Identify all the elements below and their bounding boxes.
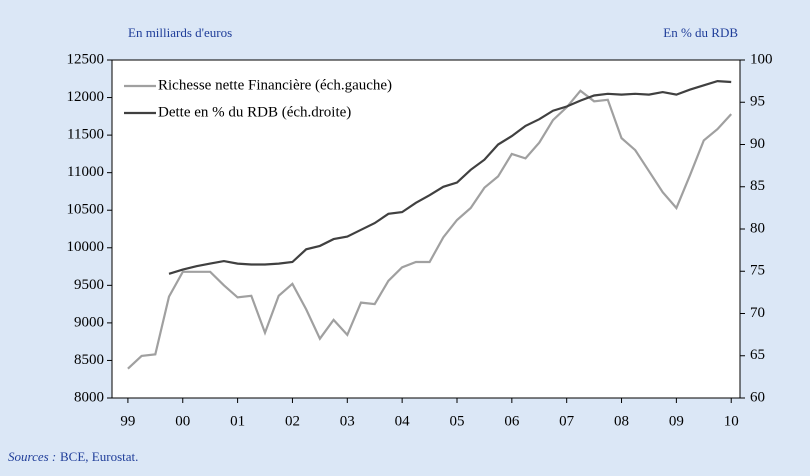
x-tick-label: 09 xyxy=(669,413,684,429)
y-tick-label: 9500 xyxy=(74,277,104,293)
y2-tick-label: 65 xyxy=(750,347,765,363)
x-tick-label: 06 xyxy=(504,413,520,429)
y-tick-label: 11500 xyxy=(67,127,104,143)
sources: Sources : BCE, Eurostat. xyxy=(8,449,138,465)
series-line xyxy=(127,89,733,370)
plot-area xyxy=(111,59,741,399)
y-tick-label: 9000 xyxy=(74,314,104,330)
x-tick-label: 02 xyxy=(285,413,300,429)
y2-tick-label: 75 xyxy=(750,263,765,279)
y-tick-label: 11000 xyxy=(67,164,104,180)
y2-tick-label: 85 xyxy=(750,178,765,194)
x-tick-label: 01 xyxy=(230,413,245,429)
y2-tick-label: 70 xyxy=(750,305,765,321)
x-tick-label: 05 xyxy=(449,413,464,429)
y-tick-label: 8500 xyxy=(74,352,104,368)
y-tick-label: 12000 xyxy=(67,89,105,105)
y2-tick-label: 100 xyxy=(750,51,773,67)
sources-label: Sources : xyxy=(8,449,56,464)
x-tick-label: 00 xyxy=(175,413,190,429)
y-tick-label: 10000 xyxy=(67,239,105,255)
y-tick-label: 8000 xyxy=(74,389,104,405)
y2-tick-label: 80 xyxy=(750,220,765,236)
y2-tick-label: 90 xyxy=(750,136,765,152)
x-tick-label: 04 xyxy=(395,413,411,429)
y2-tick-label: 60 xyxy=(750,389,765,405)
sources-text: BCE, Eurostat. xyxy=(60,449,138,464)
x-tick-label: 07 xyxy=(559,413,575,429)
series-line xyxy=(168,79,732,275)
legend-label: Dette en % du RDB (éch.droite) xyxy=(158,104,351,120)
x-tick-label: 10 xyxy=(724,413,739,429)
y-tick-label: 12500 xyxy=(67,51,105,67)
y-tick-label: 10500 xyxy=(67,202,105,218)
y2-tick-label: 95 xyxy=(750,94,765,110)
x-tick-label: 99 xyxy=(120,413,135,429)
x-tick-label: 03 xyxy=(340,413,355,429)
legend-label: Richesse nette Financière (éch.gauche) xyxy=(158,77,392,93)
y2-axis-label: En % du RDB xyxy=(663,25,738,40)
x-tick-label: 08 xyxy=(614,413,629,429)
y-axis-label: En milliards d'euros xyxy=(128,25,232,40)
